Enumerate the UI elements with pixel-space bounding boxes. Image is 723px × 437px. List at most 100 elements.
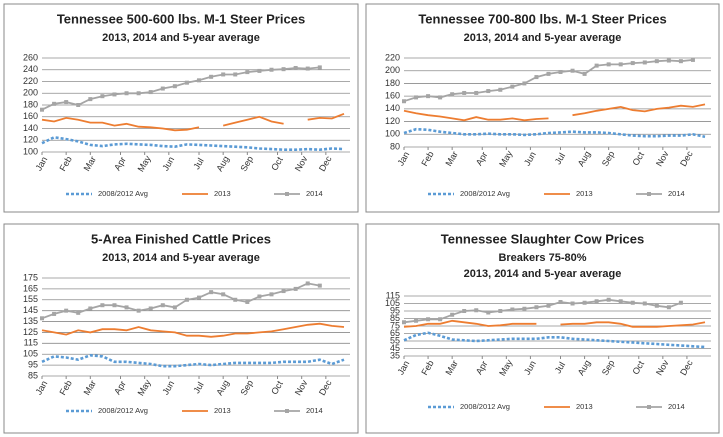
marker — [546, 71, 551, 76]
y-tick-label: 120 — [23, 135, 38, 145]
marker — [64, 308, 69, 313]
y-tick-label: 200 — [385, 65, 400, 75]
marker — [76, 103, 81, 107]
marker — [606, 297, 611, 302]
marker — [100, 303, 105, 308]
y-tick-label: 45 — [390, 343, 400, 353]
chart-title: 5-Area Finished Cattle Prices — [91, 231, 271, 246]
legend-label: 2014 — [668, 402, 685, 411]
y-tick-label: 145 — [23, 305, 38, 315]
y-tick-label: 200 — [23, 88, 38, 98]
y-tick-label: 35 — [390, 350, 400, 360]
marker — [136, 91, 141, 96]
marker — [40, 107, 44, 112]
marker — [197, 78, 202, 83]
marker — [510, 84, 515, 89]
marker — [136, 308, 141, 313]
legend-label: 2013 — [214, 189, 231, 198]
y-tick-label: 220 — [385, 52, 400, 62]
y-tick-label: 115 — [24, 338, 38, 348]
series-line — [41, 282, 320, 320]
marker — [474, 308, 479, 313]
chart-title: Tennessee Slaughter Cow Prices — [441, 231, 645, 246]
y-tick-label: 175 — [23, 272, 38, 282]
y-tick-label: 240 — [23, 64, 38, 74]
marker — [269, 292, 274, 297]
marker — [184, 80, 189, 85]
marker — [233, 297, 238, 302]
marker — [88, 97, 93, 102]
marker — [546, 303, 551, 308]
marker — [462, 90, 467, 95]
legend-marker — [647, 192, 651, 196]
chart-title: Tennessee 500-600 lbs. M-1 Steer Prices — [57, 11, 305, 26]
legend-label: 2013 — [576, 402, 593, 411]
x-tick-label: Jul — [191, 156, 205, 171]
legend-label: 2008/2012 Avg — [98, 406, 148, 415]
x-tick-label: Jul — [191, 380, 205, 395]
marker — [498, 87, 503, 92]
marker — [245, 70, 250, 75]
marker — [293, 286, 298, 291]
marker — [100, 94, 105, 99]
y-tick-label: 75 — [390, 320, 400, 330]
marker — [209, 290, 214, 295]
chart-subtitle: Breakers 75-80% — [498, 252, 586, 264]
marker — [678, 300, 683, 305]
marker — [257, 68, 262, 73]
y-tick-label: 85 — [28, 370, 38, 380]
marker — [654, 59, 659, 64]
marker — [414, 95, 419, 100]
marker — [618, 62, 623, 67]
series-line — [41, 135, 345, 152]
y-tick-label: 260 — [23, 52, 38, 62]
marker — [498, 309, 503, 313]
marker — [462, 309, 467, 313]
marker — [209, 74, 214, 79]
y-tick-label: 105 — [23, 349, 38, 359]
y-tick-label: 125 — [23, 327, 38, 337]
y-tick-label: 115 — [386, 290, 400, 300]
marker — [221, 72, 226, 77]
y-tick-label: 100 — [385, 129, 400, 139]
marker — [76, 310, 81, 315]
series-line — [41, 322, 345, 338]
legend-label: 2014 — [306, 406, 323, 415]
y-tick-label: 135 — [23, 316, 38, 326]
marker — [88, 306, 93, 311]
y-tick-label: 95 — [28, 359, 38, 369]
marker — [245, 299, 250, 304]
y-tick-label: 140 — [385, 103, 400, 113]
marker — [160, 303, 165, 308]
marker — [438, 317, 443, 322]
marker — [642, 301, 647, 306]
chart-subtitle: 2013, 2014 and 5-year average — [102, 252, 260, 264]
y-tick-label: 120 — [385, 116, 400, 126]
panel — [3, 223, 359, 434]
marker — [40, 316, 44, 321]
marker — [642, 60, 647, 65]
marker — [534, 75, 539, 80]
y-tick-label: 220 — [23, 76, 38, 86]
chart-subtitle: 2013, 2014 and 5-year average — [102, 32, 260, 44]
marker — [184, 297, 189, 302]
x-tick-label: Jul — [553, 360, 567, 375]
marker — [654, 303, 659, 308]
marker — [618, 299, 623, 304]
y-tick-label: 165 — [23, 283, 38, 293]
marker — [402, 320, 406, 325]
marker — [630, 300, 635, 305]
marker — [450, 92, 455, 97]
legend-label: 2013 — [576, 189, 593, 198]
marker — [112, 92, 117, 97]
marker — [678, 59, 683, 64]
marker — [197, 295, 202, 300]
series-line — [403, 127, 706, 139]
y-tick-label: 95 — [390, 305, 400, 315]
marker — [233, 72, 238, 77]
marker — [690, 57, 695, 62]
marker — [221, 292, 226, 297]
panel — [365, 223, 720, 434]
marker — [172, 305, 177, 310]
marker — [124, 305, 129, 310]
